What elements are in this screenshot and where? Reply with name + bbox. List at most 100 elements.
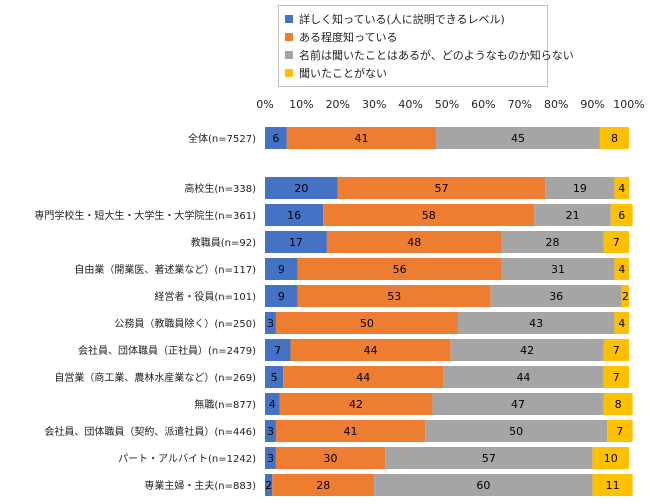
data-label: 56 (393, 263, 407, 276)
data-label: 6 (272, 132, 279, 145)
x-tick-label: 50% (435, 98, 459, 111)
x-tick-label: 10% (289, 98, 313, 111)
category-label: パート・アルバイト(n=1242) (118, 453, 256, 465)
data-label: 19 (573, 182, 587, 195)
data-label: 48 (407, 236, 421, 249)
category-label: 高校生(n=338) (184, 182, 256, 195)
data-label: 7 (613, 371, 620, 384)
bar-segment (614, 258, 629, 280)
bar-segment (265, 447, 276, 469)
bar-segment (265, 474, 273, 496)
data-label: 44 (364, 344, 378, 357)
data-label: 53 (387, 290, 401, 303)
data-label: 8 (615, 398, 622, 411)
data-label: 6 (618, 209, 625, 222)
data-label: 42 (520, 344, 534, 357)
data-label: 47 (511, 398, 525, 411)
category-label: 自由業（開業医、著述業など）(n=117) (74, 263, 256, 276)
bar-segment (614, 177, 629, 199)
x-tick-label: 30% (362, 98, 386, 111)
data-label: 11 (606, 479, 620, 492)
bar-segment (265, 393, 280, 415)
bar-segment (457, 312, 615, 334)
data-label: 7 (613, 236, 620, 249)
data-label: 2 (265, 479, 272, 492)
x-tick-label: 80% (544, 98, 568, 111)
data-label: 30 (324, 452, 338, 465)
data-label: 60 (476, 479, 490, 492)
bar-segment (265, 127, 287, 149)
data-label: 41 (344, 425, 358, 438)
legend: 詳しく知っている(人に説明できるレベル) ある程度知っている名前は聞いたことはある… (278, 5, 574, 87)
data-label: 9 (278, 290, 285, 303)
x-tick-label: 20% (326, 98, 350, 111)
legend-swatch (285, 15, 293, 23)
bar-segment (603, 393, 633, 415)
bar-segment (592, 474, 633, 496)
data-label: 41 (354, 132, 368, 145)
data-label: 8 (611, 132, 618, 145)
bar-segment (290, 339, 451, 361)
bar-segment (592, 447, 629, 469)
data-label: 16 (287, 209, 301, 222)
bar-segment (450, 339, 604, 361)
data-label: 2 (622, 290, 629, 303)
data-label: 3 (267, 452, 274, 465)
bar-segment (265, 420, 276, 442)
data-label: 7 (616, 425, 623, 438)
data-label: 21 (566, 209, 580, 222)
data-label: 50 (360, 317, 374, 330)
bar-segment (545, 177, 615, 199)
data-label: 4 (618, 317, 625, 330)
data-label: 57 (435, 182, 449, 195)
category-label: 専業主婦・主夫(n=883) (144, 479, 256, 492)
x-tick-label: 60% (471, 98, 495, 111)
bar-segment (337, 177, 546, 199)
data-label: 4 (618, 182, 625, 195)
data-label: 7 (613, 344, 620, 357)
category-label: 自営業（商工業、農林水産業など）(n=269) (54, 371, 256, 384)
bar-segment (286, 127, 437, 149)
x-tick-label: 40% (398, 98, 422, 111)
data-label: 5 (271, 371, 278, 384)
bar-segment (603, 231, 629, 253)
bar-segment (297, 258, 502, 280)
bar-segment (603, 339, 629, 361)
bar-segment (501, 258, 615, 280)
bar-segment (621, 285, 629, 307)
category-label: 会社員、団体職員（正社員）(n=2479) (78, 344, 256, 357)
x-tick-label: 90% (580, 98, 604, 111)
bar-segment (275, 447, 386, 469)
bar-segment (432, 393, 604, 415)
bar-segment (265, 366, 284, 388)
category-label: 全体(n=7527) (188, 132, 256, 145)
data-label: 44 (356, 371, 370, 384)
category-label: 公務員（教職員除く）(n=250) (114, 317, 256, 330)
category-label: 教職員(n=92) (191, 236, 256, 249)
bar-segment (385, 447, 593, 469)
category-label: 経営者・役員(n=101) (154, 290, 256, 303)
bar-segment (265, 177, 338, 199)
category-label: 会社員、団体職員（契約、派遣社員）(n=446) (44, 425, 256, 438)
bar-segment (275, 420, 426, 442)
data-label: 9 (278, 263, 285, 276)
bar-segment (297, 285, 491, 307)
legend-item: 名前は聞いたことはあるが、どのようなものか知らない (285, 46, 574, 64)
legend-label: ある程度知っている (299, 31, 398, 44)
legend-item: ある程度知っている (285, 28, 541, 46)
legend-item: 詳しく知っている(人に説明できるレベル) (285, 10, 541, 28)
data-label: 28 (316, 479, 330, 492)
data-label: 58 (422, 209, 436, 222)
bar-segment (425, 420, 608, 442)
bar-segment (283, 366, 444, 388)
data-label: 57 (482, 452, 496, 465)
bar-segment (265, 312, 276, 334)
legend-swatch (285, 69, 293, 77)
x-tick-label: 100% (613, 98, 644, 111)
data-label: 42 (349, 398, 363, 411)
bar-segment (490, 285, 622, 307)
bar-segment (265, 258, 298, 280)
legend-swatch (285, 51, 293, 59)
data-label: 28 (546, 236, 560, 249)
